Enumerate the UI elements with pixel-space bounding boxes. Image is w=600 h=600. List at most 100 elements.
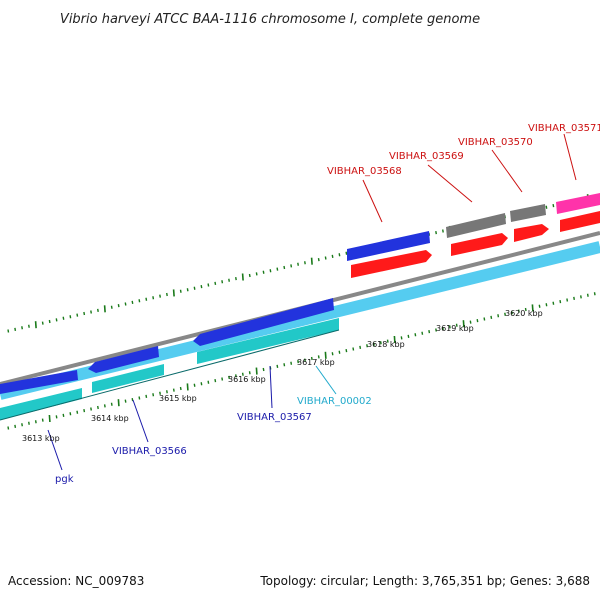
minor-tick [28, 324, 30, 328]
minor-tick [159, 294, 161, 298]
cds-vibhar-03567[interactable] [193, 298, 334, 346]
minor-tick [7, 329, 10, 333]
minor-tick [428, 329, 431, 334]
major-tick [172, 289, 175, 297]
cds-red-vibhar-03570[interactable] [514, 224, 549, 242]
minor-tick [186, 288, 189, 292]
cds-red-vibhar-03568[interactable] [351, 250, 432, 278]
gene-vibhar-03566[interactable] [92, 364, 164, 393]
minor-tick [248, 371, 251, 375]
gene-vibhar-03570[interactable] [510, 204, 546, 222]
gene-vibhar-03571[interactable] [556, 193, 600, 214]
minor-tick [359, 345, 362, 350]
minor-tick [345, 251, 348, 255]
minor-tick [545, 303, 548, 307]
gene-label-vibhar-00002[interactable]: VIBHAR_00002 [297, 396, 372, 407]
cds-vibhar-03566[interactable] [88, 346, 159, 373]
minor-tick [331, 254, 334, 259]
minor-tick [69, 412, 72, 416]
leader-vibhar-03571 [563, 133, 577, 181]
minor-tick [262, 270, 265, 274]
minor-tick [504, 312, 506, 316]
minor-tick [586, 293, 589, 297]
minor-tick [421, 331, 424, 335]
minor-tick [124, 302, 127, 306]
minor-tick [200, 284, 203, 289]
gene-shadow-line [0, 329, 340, 421]
minor-tick [124, 399, 127, 403]
minor-tick [345, 348, 348, 353]
gene-label-vibhar-03568[interactable]: VIBHAR_03568 [327, 166, 402, 177]
major-tick [324, 351, 327, 359]
leader-vibhar-03567 [269, 365, 273, 409]
minor-tick [566, 298, 569, 302]
gene-label-pgk[interactable]: pgk [55, 474, 74, 485]
cds-red-vibhar-03571[interactable] [560, 211, 600, 232]
gene-label-vibhar-03571[interactable]: VIBHAR_03571 [528, 123, 600, 134]
minor-tick [62, 413, 65, 418]
minor-tick [179, 289, 182, 293]
minor-tick [235, 276, 237, 281]
gene-label-vibhar-03567[interactable]: VIBHAR_03567 [237, 412, 312, 423]
tick-label: 3616 kbp [228, 375, 266, 384]
minor-tick [76, 410, 79, 414]
minor-tick [83, 311, 86, 316]
cds-red-vibhar-03569[interactable] [451, 233, 508, 256]
minor-tick [442, 326, 444, 331]
minor-tick [593, 292, 596, 296]
gene-vibhar-03567[interactable] [197, 318, 339, 364]
minor-tick [97, 308, 99, 313]
minor-tick [269, 269, 272, 273]
minor-tick [317, 355, 320, 359]
minor-tick [97, 405, 99, 410]
minor-tick [117, 303, 120, 308]
minor-tick [469, 320, 472, 324]
leader-vibhar-00002 [315, 365, 337, 395]
forward-strand-band [0, 241, 600, 400]
minor-tick [69, 315, 72, 319]
minor-tick [552, 203, 555, 208]
minor-tick [193, 286, 196, 290]
minor-tick [55, 415, 58, 419]
minor-tick [538, 304, 541, 308]
minor-tick [103, 404, 106, 408]
minor-tick [552, 301, 555, 305]
tick-label: 3619 kbp [436, 324, 474, 333]
gene-label-vibhar-03570[interactable]: VIBHAR_03570 [458, 137, 533, 148]
minor-tick [580, 295, 582, 299]
minor-tick [483, 317, 486, 321]
minor-tick [110, 402, 113, 406]
cds-pgk[interactable] [0, 370, 78, 394]
gene-pgk[interactable] [0, 388, 82, 420]
major-tick [103, 305, 106, 313]
minor-tick [90, 407, 92, 411]
minor-tick [352, 347, 355, 351]
minor-tick [511, 311, 513, 315]
gene-label-vibhar-03569[interactable]: VIBHAR_03569 [389, 151, 464, 162]
minor-tick [179, 386, 182, 391]
minor-tick [145, 297, 148, 301]
gene-label-vibhar-03566[interactable]: VIBHAR_03566 [112, 446, 187, 457]
minor-tick [338, 350, 341, 354]
major-tick [34, 321, 37, 329]
accession-text: Accession: NC_009783 [8, 574, 145, 588]
leader-vibhar-03570 [491, 149, 523, 193]
minor-tick [524, 307, 527, 312]
tick-label: 3614 kbp [91, 414, 129, 423]
minor-tick [283, 363, 286, 367]
gene-vibhar-03569[interactable] [446, 213, 506, 238]
minor-tick [386, 339, 389, 343]
tick-label: 3615 kbp [159, 394, 197, 403]
minor-tick [317, 257, 320, 262]
minor-tick [255, 272, 258, 276]
major-tick [117, 399, 120, 407]
minor-tick [207, 380, 210, 384]
minor-tick [83, 408, 86, 413]
cds-vibhar-03568[interactable] [347, 231, 430, 261]
tick-label: 3618 kbp [367, 340, 405, 349]
minor-tick [324, 256, 327, 260]
minor-tick [131, 300, 134, 305]
map-title: Vibrio harveyi ATCC BAA-1116 chromosome … [60, 12, 480, 27]
minor-tick [214, 378, 217, 383]
